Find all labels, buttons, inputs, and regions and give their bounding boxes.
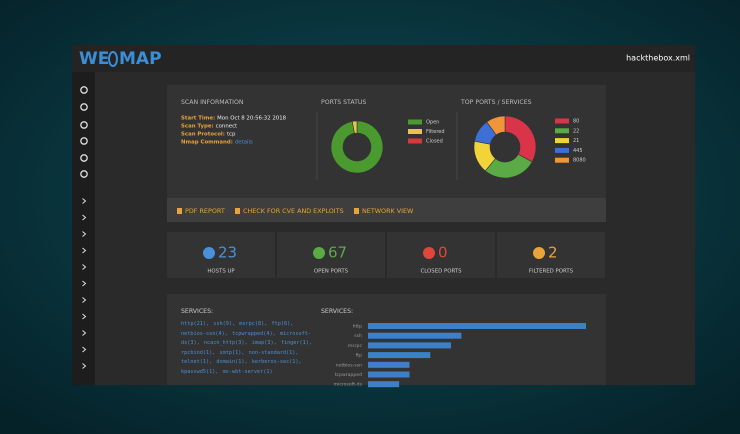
- bar-label: tcpwrapped: [335, 372, 362, 378]
- sidebar-chevron[interactable]: [82, 313, 87, 320]
- legend-label: 21: [573, 138, 579, 144]
- bar-label: ftp: [356, 353, 362, 359]
- sidebar-icon[interactable]: [80, 103, 88, 111]
- stat-icon: [313, 247, 325, 259]
- action-icon[interactable]: [177, 208, 182, 214]
- bar: [368, 332, 462, 339]
- legend-swatch: [555, 118, 569, 124]
- pie-slice: [330, 120, 384, 174]
- bar: [368, 361, 410, 368]
- sidebar-chevron[interactable]: [82, 280, 87, 287]
- sidebar-chevron[interactable]: [82, 330, 87, 336]
- legend-swatch: [555, 157, 569, 163]
- file-name: hackthebox.xml: [626, 54, 690, 63]
- services-list-box: http(21), ssh(9), msrpc(8), ftp(6), netb…: [181, 321, 313, 375]
- sidebar-chevron[interactable]: [82, 214, 87, 221]
- info-value: connect: [216, 124, 238, 130]
- action-button[interactable]: NETWORK VIEW: [362, 207, 414, 215]
- chart-title: SERVICES:: [321, 308, 353, 315]
- sidebar-chevron[interactable]: [82, 247, 87, 254]
- stat-label: OPEN PORTS: [314, 269, 349, 275]
- stat-value: 2: [548, 244, 558, 262]
- legend-label: 22: [573, 128, 579, 134]
- logo-right: MAP: [119, 49, 162, 69]
- action-icon[interactable]: [235, 208, 240, 214]
- bar: [368, 352, 431, 359]
- legend-swatch: [408, 119, 422, 125]
- legend-label: Open: [426, 120, 439, 126]
- stat-icon: [533, 247, 545, 259]
- bar-label: msrpc: [348, 343, 363, 349]
- header-bar: [72, 45, 695, 72]
- legend-label: Closed: [426, 139, 443, 145]
- legend-swatch: [408, 138, 422, 144]
- info-label: Start Time:: [181, 116, 215, 122]
- bar-label: microsoft-ds: [334, 382, 363, 388]
- action-button[interactable]: PDF REPORT: [185, 207, 225, 215]
- action-icon[interactable]: [354, 208, 359, 214]
- logo-icon: [108, 51, 118, 67]
- stat-label: CLOSED PORTS: [420, 269, 462, 275]
- legend-label: Filtered: [426, 129, 445, 135]
- info-value: Mon Oct 8 20:56:32 2018: [217, 116, 286, 122]
- sidebar-icon[interactable]: [80, 86, 88, 94]
- action-bar: [167, 198, 606, 222]
- legend-label: 80: [573, 119, 579, 125]
- sidebar-icon[interactable]: [80, 170, 88, 178]
- stat-icon: [423, 247, 435, 259]
- legend-swatch: [555, 147, 569, 153]
- sidebar-chevron[interactable]: [82, 198, 87, 204]
- stat-card: [167, 232, 275, 278]
- legend-label: 445: [573, 148, 583, 154]
- bar: [368, 323, 586, 329]
- services-list: http(21), ssh(9), msrpc(8), ftp(6), netb…: [181, 321, 313, 375]
- logo-left: WE: [79, 49, 109, 69]
- pie-slice: [351, 120, 358, 134]
- info-label: Scan Protocol:: [181, 132, 225, 138]
- bar-label: netbios-ssn: [336, 362, 362, 368]
- stat-value: 67: [328, 244, 347, 262]
- sidebar-chevron[interactable]: [82, 264, 87, 270]
- legend-swatch: [555, 128, 569, 134]
- action-button[interactable]: CHECK FOR CVE AND EXPLOITS: [243, 207, 344, 215]
- sidebar-icon[interactable]: [80, 137, 88, 145]
- info-value[interactable]: details: [235, 140, 253, 146]
- bar: [368, 381, 400, 388]
- bar: [368, 342, 452, 349]
- stat-card: [277, 232, 385, 278]
- bar: [368, 371, 410, 378]
- info-label: Scan Type:: [181, 124, 214, 130]
- sidebar: [72, 72, 95, 385]
- bar-label: ssh: [354, 333, 362, 339]
- sidebar-chevron[interactable]: [82, 346, 87, 353]
- sidebar-chevron[interactable]: [82, 297, 87, 303]
- legend-swatch: [555, 138, 569, 144]
- stat-icon: [203, 247, 215, 259]
- services-title: SERVICES:: [181, 308, 213, 315]
- stat-card: [387, 232, 495, 278]
- chart-title: PORTS STATUS: [321, 99, 366, 106]
- stat-value: 0: [438, 244, 448, 262]
- stat-label: HOSTS UP: [207, 269, 235, 275]
- stat-label: FILTERED PORTS: [529, 269, 574, 275]
- stat-value: 23: [218, 244, 237, 262]
- services-panel: [167, 294, 606, 385]
- stat-card: [497, 232, 605, 278]
- info-value: tcp: [227, 132, 236, 138]
- sidebar-chevron[interactable]: [82, 363, 87, 369]
- legend-label: 8080: [573, 158, 586, 164]
- info-label: Nmap Command:: [181, 140, 233, 146]
- bar-label: http: [353, 324, 363, 330]
- panel-title: SCAN INFORMATION: [181, 99, 244, 106]
- pie-slice: [486, 115, 506, 136]
- legend-swatch: [408, 129, 422, 134]
- sidebar-icon[interactable]: [80, 121, 88, 129]
- sidebar-icon[interactable]: [80, 154, 88, 162]
- chart-title: TOP PORTS / SERVICES: [460, 99, 532, 106]
- sidebar-chevron[interactable]: [82, 231, 87, 237]
